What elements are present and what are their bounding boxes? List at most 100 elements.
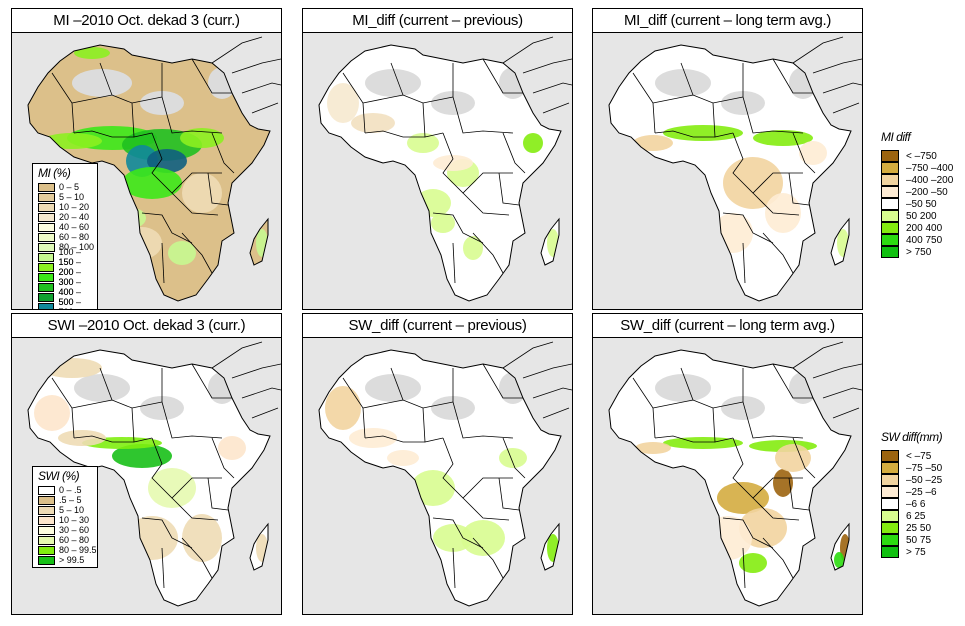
legend-swatch	[881, 485, 899, 498]
country-border	[161, 547, 165, 589]
legend-item: 200 400	[881, 221, 953, 234]
no-data-area	[431, 396, 475, 420]
legend-label: 500 – 700	[58, 297, 81, 309]
country-border	[207, 477, 229, 511]
legend-label: –50 –25	[906, 474, 943, 486]
map-sw-diff-long-term	[592, 337, 863, 615]
legend-swatch	[881, 173, 899, 186]
value-region	[415, 189, 451, 217]
value-region	[775, 444, 811, 472]
country-border	[432, 212, 484, 244]
value-region	[148, 468, 196, 508]
legend-item: < –750	[881, 149, 953, 162]
no-data-area	[655, 374, 711, 402]
legend-label: 10 – 30	[59, 515, 90, 525]
madagascar-coastline	[830, 217, 850, 266]
country-border	[99, 62, 113, 96]
value-region	[218, 436, 246, 460]
legend-item: 50 200	[881, 209, 953, 222]
country-border	[792, 132, 816, 174]
country-border	[211, 132, 235, 174]
legend-label: 0 – 5	[59, 182, 80, 192]
map-sw-diff-previous	[302, 337, 573, 615]
value-region	[118, 208, 146, 228]
legend-swatch	[38, 202, 55, 212]
country-border	[680, 62, 694, 96]
africa-map	[318, 36, 572, 302]
legend-title: MI diff	[881, 130, 911, 144]
legend-swatch	[38, 222, 55, 232]
country-border	[498, 477, 520, 511]
value-region	[34, 395, 70, 431]
legend-label: –750 –400	[906, 162, 954, 174]
legend-item: –75 –50	[881, 461, 942, 474]
legend-item: > 750	[881, 245, 953, 258]
value-region	[325, 386, 361, 430]
legend-item: 500 – 700	[33, 297, 97, 309]
value-region	[147, 149, 187, 173]
legend-swatch	[881, 197, 899, 210]
country-border	[722, 517, 774, 549]
legend-label: 50 75	[906, 534, 932, 546]
legend-swatch	[881, 533, 899, 546]
legend-label: 5 – 10	[59, 505, 85, 515]
value-region	[180, 128, 224, 148]
country-border	[772, 58, 813, 94]
country-border	[462, 497, 510, 521]
legend-swatch	[38, 252, 55, 262]
legend-label: 400 750	[906, 234, 943, 246]
country-border	[141, 517, 193, 549]
country-border	[151, 132, 222, 194]
country-border	[762, 537, 794, 579]
legend-item: –50 –25	[881, 473, 943, 486]
legend-label: 30 – 60	[59, 525, 90, 535]
legend-item: > 99.5	[33, 555, 97, 565]
no-data-area	[655, 69, 711, 97]
legend-swatch	[38, 485, 55, 495]
legend-item: –200 –50	[881, 185, 953, 198]
country-border	[71, 94, 163, 104]
country-border	[502, 437, 526, 479]
country-border	[161, 242, 165, 284]
value-region	[523, 133, 543, 153]
legend-swatch	[881, 449, 899, 462]
country-border	[362, 399, 454, 409]
value-region	[765, 193, 801, 233]
legend-swatch	[38, 535, 55, 545]
country-border	[73, 130, 134, 138]
legend-item: 60 – 80	[33, 535, 97, 545]
value-region	[168, 241, 196, 265]
madagascar-coastline	[540, 217, 560, 266]
legend-swatch	[38, 555, 55, 565]
country-border	[71, 399, 163, 409]
country-border	[171, 192, 219, 216]
panel-title: SW_diff (current – long term avg.)	[592, 313, 863, 338]
legend-swatch	[38, 232, 55, 242]
legend-label: 50 200	[906, 210, 937, 222]
no-data-area	[365, 374, 421, 402]
legend-item: 150 – 200	[33, 257, 97, 277]
country-border	[364, 435, 425, 443]
madagascar-coastline	[830, 522, 850, 571]
panel-title: SWI –2010 Oct. dekad 3 (curr.)	[11, 313, 282, 338]
middle-east-border	[502, 341, 572, 419]
legend-label: .5 – 5	[59, 495, 82, 505]
country-border	[654, 130, 715, 138]
value-region	[713, 213, 753, 253]
legend-item: > 75	[881, 545, 942, 558]
legend-swatch	[881, 497, 899, 510]
africa-map	[27, 36, 281, 302]
panel-title: MI –2010 Oct. dekad 3 (curr.)	[11, 8, 282, 33]
legend-item: 6 25	[881, 509, 942, 522]
value-region	[351, 113, 395, 133]
country-border	[732, 132, 803, 194]
legend-label: 25 50	[906, 522, 932, 534]
legend-label: 40 – 60	[59, 222, 90, 232]
legend-swatch	[38, 302, 55, 309]
middle-east-border	[792, 341, 862, 419]
no-data-area	[74, 374, 130, 402]
legend-swatch	[881, 461, 899, 474]
legend-item: 0 – 5	[33, 182, 97, 192]
country-border	[442, 132, 513, 194]
